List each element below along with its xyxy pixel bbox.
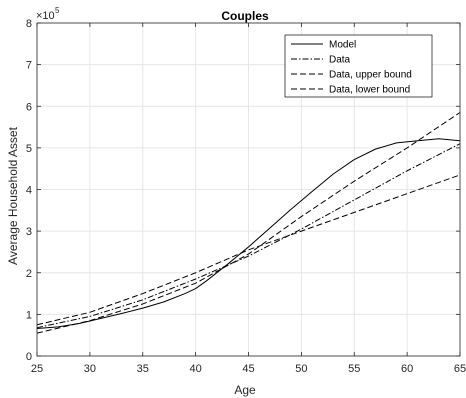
series-line-4 [36, 174, 461, 326]
x-tick-label: 30 [84, 363, 96, 375]
y-axis-multiplier-base: ×10 [36, 10, 55, 22]
x-tick-label: 35 [137, 363, 149, 375]
y-tick-label: 5 [26, 143, 32, 155]
series-line-3 [36, 112, 461, 334]
legend-box [284, 34, 433, 98]
y-tick-label: 6 [26, 101, 32, 113]
y-tick-label: 2 [26, 268, 32, 280]
series-line-1 [36, 138, 461, 330]
y-tick-label: 7 [26, 60, 32, 72]
x-tick-label: 25 [31, 363, 43, 375]
y-axis-label: Average Household Asset [6, 126, 20, 265]
x-tick-label: 45 [242, 363, 254, 375]
series-line-2 [36, 143, 461, 329]
x-axis-label: Age [234, 383, 256, 397]
legend-label-3: Data, upper bound [329, 70, 412, 81]
y-tick-label: 1 [26, 309, 32, 321]
plot-area [36, 112, 461, 334]
y-axis-multiplier-exponent: 5 [55, 6, 60, 15]
x-tick-label: 60 [401, 363, 413, 375]
y-tick-label: 4 [26, 185, 32, 197]
x-tick-label: 50 [295, 363, 307, 375]
legend: Model Data Data, upper bound Data, lower bo… [284, 34, 433, 98]
x-tick-label: 40 [190, 363, 202, 375]
y-axis-multiplier: ×10 5 [36, 6, 60, 22]
y-tick-label: 0 [26, 351, 32, 363]
legend-label-2: Data [329, 55, 351, 66]
chart-title: Couples [221, 9, 269, 23]
x-tick-label: 55 [348, 363, 360, 375]
y-tick-label: 8 [26, 18, 32, 30]
x-tick-label: 65 [454, 363, 466, 375]
y-tick-label: 3 [26, 226, 32, 238]
legend-label-4: Data, lower bound [329, 85, 410, 96]
legend-label-1: Model [329, 40, 356, 51]
